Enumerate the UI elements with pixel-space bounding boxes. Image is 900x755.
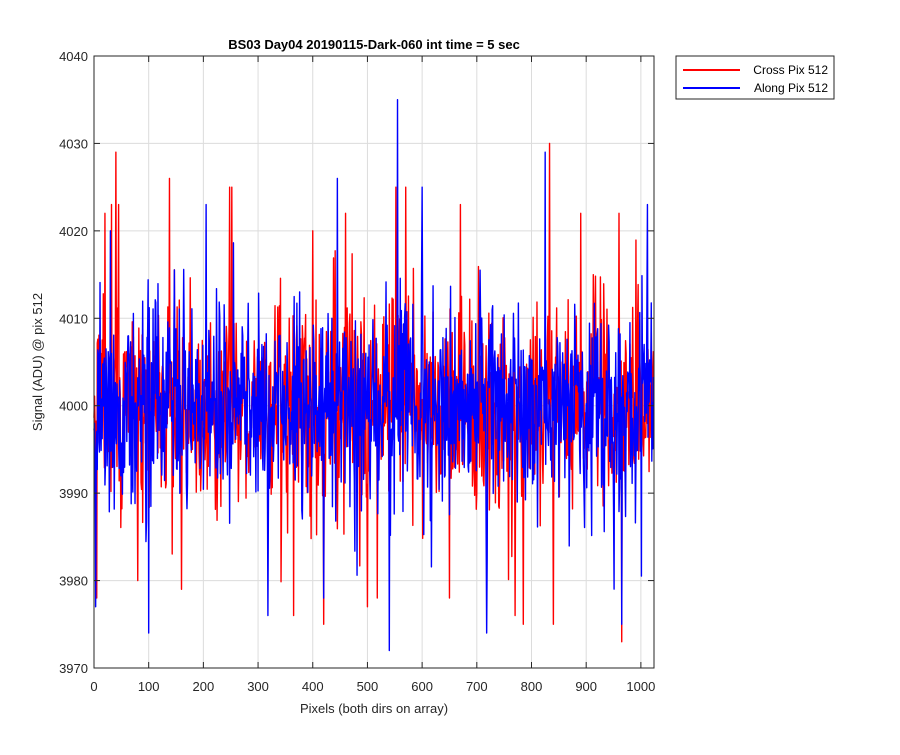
x-tick-label: 200 (193, 679, 215, 694)
y-tick-label: 4020 (59, 224, 88, 239)
y-tick-label: 3970 (59, 661, 88, 676)
x-tick-label: 300 (247, 679, 269, 694)
series-layer (93, 99, 655, 652)
y-tick-label: 4030 (59, 136, 88, 151)
ticks: 0 100 200 300 400 500 600 700 800 900 1000 3970 3980… (59, 49, 655, 694)
x-tick-label: 0 (90, 679, 97, 694)
y-tick-label: 4040 (59, 49, 88, 64)
x-axis-label: Pixels (both dirs on array) (300, 701, 448, 716)
y-tick-label: 4000 (59, 399, 88, 414)
axes-box (93, 55, 655, 669)
x-tick-label: 400 (302, 679, 324, 694)
series-line-along-pix-512 (93, 99, 655, 652)
y-tick-label: 4010 (59, 311, 88, 326)
y-axis-label: Signal (ADU) @ pix 512 (30, 293, 45, 431)
x-tick-label: 900 (575, 679, 597, 694)
x-tick-label: 1000 (626, 679, 655, 694)
legend-entry-along: Along Pix 512 (754, 81, 828, 95)
x-tick-label: 800 (521, 679, 543, 694)
x-tick-label: 700 (466, 679, 488, 694)
x-tick-label: 600 (411, 679, 433, 694)
chart-title: BS03 Day04 20190115-Dark-060 int time = … (228, 37, 520, 52)
x-tick-label: 500 (357, 679, 379, 694)
y-tick-label: 3990 (59, 486, 88, 501)
legend-entry-cross: Cross Pix 512 (753, 63, 828, 77)
legend-box (675, 55, 835, 100)
legend: Cross Pix 512 Along Pix 512 (675, 55, 835, 100)
y-tick-label: 3980 (59, 574, 88, 589)
x-tick-label: 100 (138, 679, 160, 694)
